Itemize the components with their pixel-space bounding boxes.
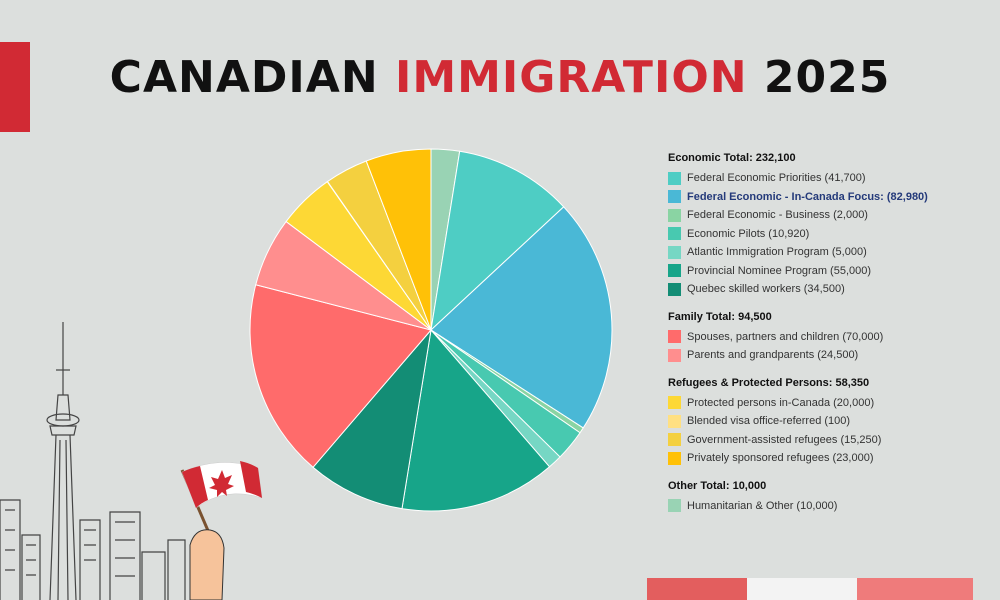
legend-group: Other Total: 10,000 Humanitarian & Other … bbox=[668, 480, 998, 516]
legend-item: Government-assisted refugees (15,250) bbox=[668, 431, 998, 450]
pie-slice bbox=[365, 148, 432, 331]
legend-swatch bbox=[668, 348, 681, 362]
legend-item-label: Provincial Nominee Program (55,000) bbox=[687, 264, 872, 277]
legend-group-title: Economic Total: 232,100 bbox=[668, 152, 796, 164]
legend-item-label: Federal Economic - Business (2,000) bbox=[687, 209, 868, 222]
legend-swatch bbox=[668, 171, 681, 185]
legend-item: Federal Economic - Business (2,000) bbox=[668, 206, 998, 225]
legend-swatch bbox=[668, 451, 681, 465]
pie-slice bbox=[249, 284, 432, 468]
legend-group-title: Family Total: 94,500 bbox=[668, 310, 772, 323]
legend-swatch bbox=[668, 330, 681, 344]
legend-swatch bbox=[668, 245, 681, 259]
legend-group: Family Total: 94,500 Spouses, partners an… bbox=[668, 311, 998, 365]
hand-icon bbox=[189, 529, 225, 600]
legend-swatch bbox=[668, 414, 681, 428]
legend-item-label: Spouses, partners and children (70,000) bbox=[687, 330, 884, 343]
legend-item: Spouses, partners and children (70,000) bbox=[668, 328, 998, 347]
legend-swatch bbox=[668, 433, 681, 447]
legend-swatch bbox=[668, 227, 681, 241]
legend-item-label: Federal Economic Priorities (41,700) bbox=[687, 172, 866, 185]
legend-swatch bbox=[668, 264, 681, 278]
legend-item: Protected persons in-Canada (20,000) bbox=[668, 394, 998, 413]
legend-item: Parents and grandparents (24,500) bbox=[668, 346, 998, 365]
legend-item-label: Privately sponsored refugees (23,000) bbox=[687, 452, 874, 465]
skyline-icon bbox=[0, 322, 186, 600]
legend-item-label: Parents and grandparents (24,500) bbox=[687, 349, 859, 362]
legend-item: Provincial Nominee Program (55,000) bbox=[668, 262, 998, 281]
legend-group: Refugees & Protected Persons: 58,350 Prot… bbox=[668, 377, 998, 468]
legend-group-title: Other Total: 10,000 bbox=[668, 479, 767, 492]
legend-item: Federal Economic Priorities (41,700) bbox=[668, 169, 998, 188]
legend-swatch bbox=[668, 208, 681, 222]
legend-swatch bbox=[668, 190, 681, 204]
legend-swatch bbox=[668, 499, 681, 513]
pie-slice bbox=[401, 328, 551, 512]
title-part-2: IMMIGRATION bbox=[394, 52, 748, 103]
legend-item: Atlantic Immigration Program (5,000) bbox=[668, 243, 998, 262]
legend-item-label: Federal Economic - In-Canada Focus: (82,… bbox=[687, 190, 928, 203]
pie-slice bbox=[430, 150, 565, 332]
title-part-3: 2025 bbox=[763, 52, 891, 103]
legend-item-label: Atlantic Immigration Program (5,000) bbox=[687, 246, 867, 259]
pie-slice bbox=[430, 206, 613, 429]
legend-item: Humanitarian & Other (10,000) bbox=[668, 497, 998, 516]
legend-item-label: Economic Pilots (10,920) bbox=[687, 227, 810, 240]
legend-item-label: Protected persons in-Canada (20,000) bbox=[687, 396, 875, 409]
legend-item: Blended visa office-referred (100) bbox=[668, 412, 998, 431]
legend-group-title: Refugees & Protected Persons: 58,350 bbox=[668, 376, 870, 389]
legend-item: Federal Economic - In-Canada Focus: (82,… bbox=[668, 188, 998, 207]
legend-group: Economic Total: 232,100 Federal Economic … bbox=[668, 152, 998, 299]
title-part-1: CANADIAN bbox=[109, 52, 379, 103]
legend-item: Economic Pilots (10,920) bbox=[668, 225, 998, 244]
legend-swatch bbox=[668, 282, 681, 296]
chart-legend: Economic Total: 232,100 Federal Economic … bbox=[668, 152, 998, 527]
canada-flag-icon bbox=[181, 461, 263, 509]
page-title: CANADIAN IMMIGRATION 2025 bbox=[0, 52, 1000, 103]
legend-item-label: Government-assisted refugees (15,250) bbox=[687, 433, 882, 446]
pie-slice bbox=[312, 328, 432, 510]
legend-item-label: Humanitarian & Other (10,000) bbox=[687, 499, 838, 512]
legend-item-label: Quebec skilled workers (34,500) bbox=[687, 283, 845, 296]
bottom-decor-strip bbox=[647, 578, 973, 600]
legend-item-label: Blended visa office-referred (100) bbox=[687, 415, 851, 428]
legend-item: Privately sponsored refugees (23,000) bbox=[668, 449, 998, 468]
legend-item: Quebec skilled workers (34,500) bbox=[668, 280, 998, 299]
red-accent-tab bbox=[0, 42, 30, 132]
legend-swatch bbox=[668, 396, 681, 410]
